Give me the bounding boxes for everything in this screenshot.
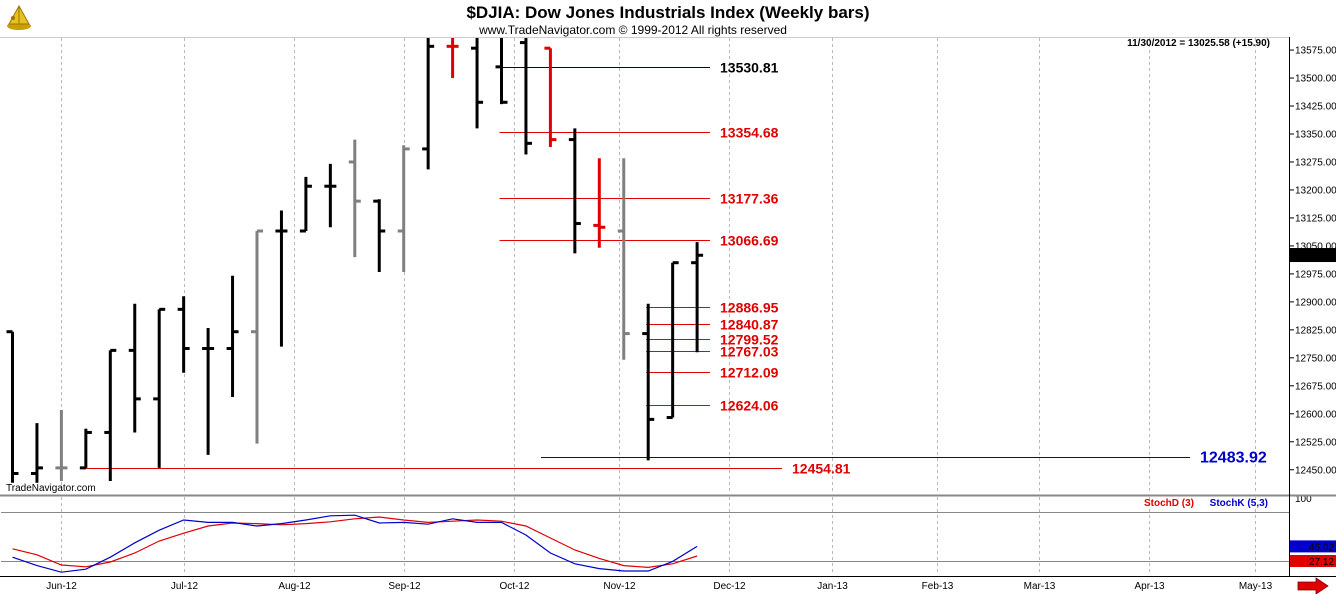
- x-tick-label: Jan-13: [817, 581, 848, 592]
- price-bar[interactable]: [544, 46, 557, 148]
- price-bar[interactable]: [348, 139, 361, 258]
- last-price-box: [1289, 248, 1336, 263]
- price-bar[interactable]: [324, 163, 337, 228]
- y-tick-label: 12675.00: [1295, 381, 1336, 392]
- price-bar[interactable]: [79, 428, 92, 470]
- price-bar[interactable]: [299, 176, 312, 233]
- stochd-line[interactable]: [12, 516, 698, 569]
- price-bar[interactable]: [275, 210, 288, 347]
- y-tick-label: 12750.00: [1295, 353, 1336, 364]
- x-tick-label: Sep-12: [388, 581, 421, 592]
- level-lines: 13530.81 13354.68 13177.36 13066.69 12886.95…: [83, 60, 1267, 477]
- right-arrow-icon[interactable]: [1297, 577, 1329, 594]
- x-tick-label: Jun-12: [46, 581, 77, 592]
- y-tick-label: 13350.00: [1295, 129, 1336, 140]
- y-tick-label: 13200.00: [1295, 185, 1336, 196]
- x-tick-label: Nov-12: [603, 581, 636, 592]
- y-tick-label: 12450.00: [1295, 465, 1336, 476]
- level-label: 12840.87: [720, 317, 779, 333]
- level-label: 12712.09: [720, 365, 779, 381]
- level-label: 12454.81: [792, 461, 851, 477]
- y-tick-label: 12900.00: [1295, 297, 1336, 308]
- stoch-axis[interactable]: 100 46.02 27.12: [1289, 494, 1336, 568]
- level-label: 12483.92: [1200, 450, 1267, 467]
- price-bar[interactable]: [202, 327, 215, 455]
- stochastic-lines: [1, 512, 1289, 573]
- y-tick-label: 13125.00: [1295, 213, 1336, 224]
- last-quote-text: 11/30/2012 = 13025.58 (+15.90): [1127, 38, 1270, 49]
- price-bar[interactable]: [397, 145, 410, 273]
- price-axis[interactable]: 13575.00 13500.00 13425.00 13350.00 13275.00…: [1289, 46, 1336, 477]
- price-bar[interactable]: [519, 37, 532, 155]
- chart-title: $DJIA: Dow Jones Industrials Index (Week…: [466, 3, 869, 22]
- x-tick-label: May-13: [1239, 581, 1273, 592]
- price-bar[interactable]: [226, 275, 239, 398]
- price-bar[interactable]: [422, 37, 435, 170]
- level-label: 12767.03: [720, 344, 779, 360]
- price-plot-area[interactable]: [1, 37, 1288, 494]
- price-bar[interactable]: [495, 37, 508, 105]
- price-bar[interactable]: [471, 37, 484, 129]
- price-bar[interactable]: [128, 303, 141, 433]
- price-bar[interactable]: [666, 261, 679, 420]
- copyright-text: www.TradeNavigator.com © 1999-2012 All r…: [478, 23, 787, 37]
- y-tick-label: 13425.00: [1295, 102, 1336, 113]
- y-tick-label: 13275.00: [1295, 157, 1336, 168]
- x-tick-label: Feb-13: [922, 581, 954, 592]
- price-bar[interactable]: [30, 423, 43, 483]
- x-tick-label: Jul-12: [171, 581, 199, 592]
- price-bar[interactable]: [446, 37, 459, 79]
- grid-lines: [61, 38, 1256, 575]
- level-label: 12624.06: [720, 398, 779, 414]
- x-tick-label: Mar-13: [1024, 581, 1056, 592]
- stochk-line[interactable]: [12, 514, 698, 573]
- level-label: 12886.95: [720, 300, 779, 316]
- stochd-value-box: [1289, 555, 1336, 567]
- level-label: 13530.81: [720, 60, 779, 76]
- price-bar[interactable]: [55, 410, 68, 481]
- y-tick-label: 13575.00: [1295, 46, 1336, 57]
- level-label: 13354.68: [720, 125, 779, 141]
- watermark-text: TradeNavigator.com: [6, 483, 96, 494]
- stoch-tick-label: 100: [1295, 494, 1312, 505]
- x-tick-label: Aug-12: [278, 581, 311, 592]
- price-bar[interactable]: [153, 307, 166, 468]
- price-bar[interactable]: [6, 330, 19, 483]
- x-tick-label: Oct-12: [499, 581, 529, 592]
- y-tick-label: 12975.00: [1295, 269, 1336, 280]
- stochk-value-label: 46.02: [1309, 542, 1334, 553]
- price-bars: [6, 37, 704, 483]
- last-price-label: 13025.58: [1292, 251, 1334, 262]
- stochk-value-box: [1289, 540, 1336, 553]
- price-bar[interactable]: [642, 303, 655, 461]
- price-bar[interactable]: [691, 242, 704, 353]
- date-axis[interactable]: Jun-12 Jul-12 Aug-12 Sep-12 Oct-12 Nov-12 Dec-…: [46, 581, 1272, 592]
- level-label: 13177.36: [720, 191, 779, 207]
- price-bar[interactable]: [177, 296, 190, 373]
- level-label: 12799.52: [720, 332, 779, 348]
- y-tick-label: 13500.00: [1295, 74, 1336, 85]
- tradenavigator-logo[interactable]: [7, 4, 31, 30]
- y-tick-label: 12525.00: [1295, 437, 1336, 448]
- level-label: 13066.69: [720, 233, 779, 249]
- price-bar[interactable]: [373, 199, 386, 273]
- x-tick-label: Apr-13: [1134, 581, 1164, 592]
- price-bar[interactable]: [568, 128, 581, 254]
- stochd-value-label: 27.12: [1309, 557, 1334, 568]
- y-tick-label: 12600.00: [1295, 409, 1336, 420]
- price-bar[interactable]: [104, 348, 117, 481]
- price-bar[interactable]: [617, 158, 630, 360]
- x-tick-label: Dec-12: [713, 581, 746, 592]
- y-tick-label: 12825.00: [1295, 325, 1336, 336]
- price-bar[interactable]: [251, 229, 263, 444]
- stoch-plot-area[interactable]: [1, 497, 1288, 575]
- stochd-legend: StochD (3): [1144, 498, 1194, 509]
- price-bar[interactable]: [593, 158, 606, 248]
- stochk-legend: StochK (5,3): [1210, 498, 1268, 509]
- y-tick-label: 13050.00: [1295, 241, 1336, 252]
